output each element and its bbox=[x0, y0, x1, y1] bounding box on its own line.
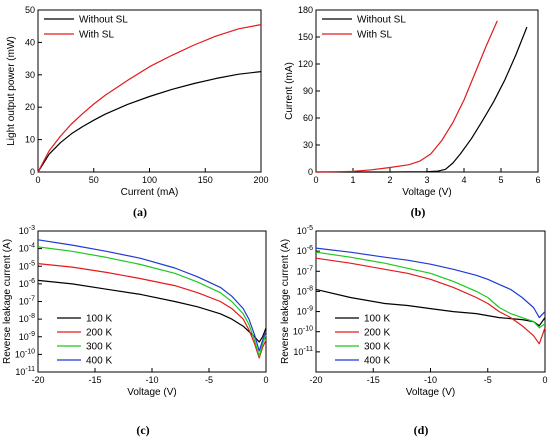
x-tick-label: 6 bbox=[535, 175, 540, 185]
y-tick-label: 30 bbox=[25, 70, 35, 80]
series-line-200-k bbox=[37, 263, 267, 359]
y-tick-label: 10-7 bbox=[19, 296, 35, 307]
y-axis-label: Current (mA) bbox=[284, 62, 295, 120]
x-tick-label: 0 bbox=[35, 175, 40, 185]
x-tick-label: 50 bbox=[89, 175, 99, 185]
series-line-without-sl bbox=[316, 26, 528, 173]
series-line-300-k bbox=[315, 251, 546, 329]
x-tick-label: -5 bbox=[484, 375, 492, 385]
x-tick-label: 150 bbox=[198, 175, 213, 185]
panel-label: (b) bbox=[411, 205, 426, 219]
y-tick-label: 40 bbox=[25, 37, 35, 47]
x-tick-label: -10 bbox=[145, 375, 158, 385]
y-tick-label: 10-3 bbox=[19, 225, 35, 236]
legend-entry: 100 K bbox=[364, 314, 390, 325]
x-tick-label: 100 bbox=[142, 175, 157, 185]
x-tick-label: 3 bbox=[424, 175, 429, 185]
x-tick-label: -15 bbox=[88, 375, 101, 385]
y-tick-label: 10-5 bbox=[297, 225, 313, 236]
x-tick-label: 2 bbox=[387, 175, 392, 185]
x-tick-label: -15 bbox=[367, 375, 380, 385]
y-tick-label: 10-9 bbox=[19, 331, 35, 342]
series-line-with-sl bbox=[37, 24, 262, 173]
series-line-with-sl bbox=[315, 20, 498, 173]
panel-label: (c) bbox=[136, 423, 149, 437]
panel-label: (a) bbox=[133, 205, 147, 219]
x-tick-label: 200 bbox=[253, 175, 268, 185]
y-axis-label: Light output power (mW) bbox=[6, 36, 17, 146]
y-tick-label: 10-7 bbox=[297, 265, 313, 276]
y-tick-label: 10-8 bbox=[297, 285, 313, 296]
y-tick-label: 30 bbox=[303, 140, 313, 150]
legend-entry: 300 K bbox=[86, 342, 112, 353]
y-tick-label: 10-11 bbox=[15, 366, 35, 377]
series-line-200-k bbox=[315, 257, 546, 345]
x-tick-label: -10 bbox=[424, 375, 437, 385]
panel-d: -20 -15 -10 -5 0 10-11 10-10 10-9 10-8 10-7 10-6 10… bbox=[280, 225, 548, 437]
x-axis-label: Voltage (V) bbox=[402, 187, 451, 198]
y-tick-label: 10 bbox=[25, 135, 35, 145]
legend-entry: 400 K bbox=[86, 356, 112, 367]
x-tick-label: 0 bbox=[313, 175, 318, 185]
y-tick-label: 10-4 bbox=[19, 243, 35, 254]
y-tick-label: 10-9 bbox=[297, 306, 313, 317]
legend-entry: With SL bbox=[79, 30, 114, 41]
legend-entry: 200 K bbox=[364, 328, 390, 339]
y-tick-label: 180 bbox=[298, 5, 313, 15]
y-tick-label: 150 bbox=[298, 32, 313, 42]
y-tick-label: 10-10 bbox=[293, 326, 313, 337]
legend-entry: Without SL bbox=[79, 15, 128, 26]
y-tick-label: 10-11 bbox=[293, 346, 313, 357]
x-tick-label: 1 bbox=[350, 175, 355, 185]
legend-entry: Without SL bbox=[357, 15, 406, 26]
panel-label: (d) bbox=[414, 423, 429, 437]
series-line-400-k bbox=[37, 239, 267, 352]
x-axis-label: Voltage (V) bbox=[406, 387, 455, 398]
x-axis-label: Voltage (V) bbox=[127, 387, 176, 398]
y-tick-label: 50 bbox=[25, 5, 35, 15]
panel-a: 0 50 100 150 200 0 10 20 30 40 50 Current (mA) Light… bbox=[6, 5, 269, 219]
series-line-300-k bbox=[37, 246, 267, 357]
x-tick-label: 0 bbox=[542, 375, 547, 385]
y-tick-label: 90 bbox=[303, 86, 313, 96]
legend-entry: With SL bbox=[357, 30, 392, 41]
series-line-without-sl bbox=[37, 71, 262, 173]
y-tick-label: 120 bbox=[298, 59, 313, 69]
y-axis-label: Reverse leakage current (A) bbox=[280, 239, 291, 364]
y-tick-label: 20 bbox=[25, 102, 35, 112]
y-tick-label: 10-8 bbox=[19, 313, 35, 324]
panel-c: -20 -15 -10 -5 0 10-11 10-10 10-9 10-8 10-7 10-6 10… bbox=[2, 225, 269, 437]
series-line-100-k bbox=[315, 288, 546, 327]
x-tick-label: 4 bbox=[461, 175, 466, 185]
x-tick-label: -5 bbox=[205, 375, 213, 385]
y-tick-label: 10-10 bbox=[15, 348, 35, 359]
series-line-400-k bbox=[315, 247, 546, 319]
legend-entry: 300 K bbox=[364, 342, 390, 353]
series-line-100-k bbox=[37, 279, 267, 343]
y-tick-label: 10-6 bbox=[297, 245, 313, 256]
legend-entry: 200 K bbox=[86, 328, 112, 339]
x-tick-label: -20 bbox=[31, 375, 44, 385]
x-tick-label: 0 bbox=[263, 375, 268, 385]
legend-entry: 100 K bbox=[86, 314, 112, 325]
y-tick-label: 10-6 bbox=[19, 278, 35, 289]
y-tick-label: 0 bbox=[30, 167, 35, 177]
x-tick-label: -20 bbox=[309, 375, 322, 385]
y-tick-label: 60 bbox=[303, 113, 313, 123]
legend-entry: 400 K bbox=[364, 356, 390, 367]
x-axis-label: Current (mA) bbox=[121, 187, 179, 198]
x-tick-label: 5 bbox=[498, 175, 503, 185]
y-axis-label: Reverse leakage current (A) bbox=[2, 239, 13, 364]
y-tick-label: 10-5 bbox=[19, 260, 35, 271]
y-tick-label: 0 bbox=[308, 167, 313, 177]
